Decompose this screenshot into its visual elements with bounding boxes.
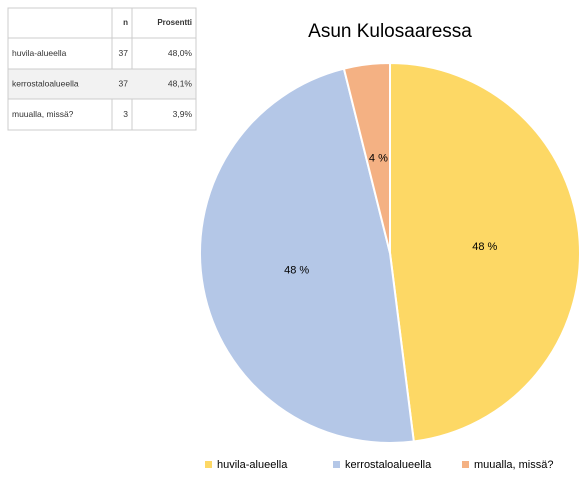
legend-swatch: [333, 461, 340, 468]
legend-swatch: [205, 461, 212, 468]
table-cell: 3,9%: [173, 109, 193, 119]
table-cell: 37: [119, 78, 129, 88]
legend-swatch: [462, 461, 469, 468]
pie-slice: [389, 61, 582, 443]
slice-label: 48 %: [284, 264, 309, 276]
table-cell: 48,1%: [168, 78, 193, 88]
pie-slice: [198, 67, 415, 444]
slice-label: 48 %: [472, 241, 497, 253]
table-cell: muualla, missä?: [12, 109, 74, 119]
row-shade: [8, 69, 196, 99]
pie-slice: [342, 61, 391, 254]
table-cell: huvila-alueella: [12, 48, 67, 58]
table-cell: 3: [123, 109, 128, 119]
legend-label: huvila-alueella: [217, 459, 288, 471]
data-table: n Prosentti huvila-alueella 37 48,0% kerrosta…: [7, 7, 197, 131]
chart-title: Asun Kulosaaressa: [308, 21, 472, 42]
table-cell: 37: [119, 48, 129, 58]
table-cell: 48,0%: [168, 48, 193, 58]
header-cell: Prosentti: [157, 18, 192, 27]
table-cell: kerrostaloalueella: [12, 78, 79, 88]
slice-label: 4 %: [369, 153, 388, 165]
header-cell: n: [123, 18, 128, 27]
legend-label: kerrostaloalueella: [345, 459, 432, 471]
legend-label: muualla, missä?: [474, 459, 553, 471]
